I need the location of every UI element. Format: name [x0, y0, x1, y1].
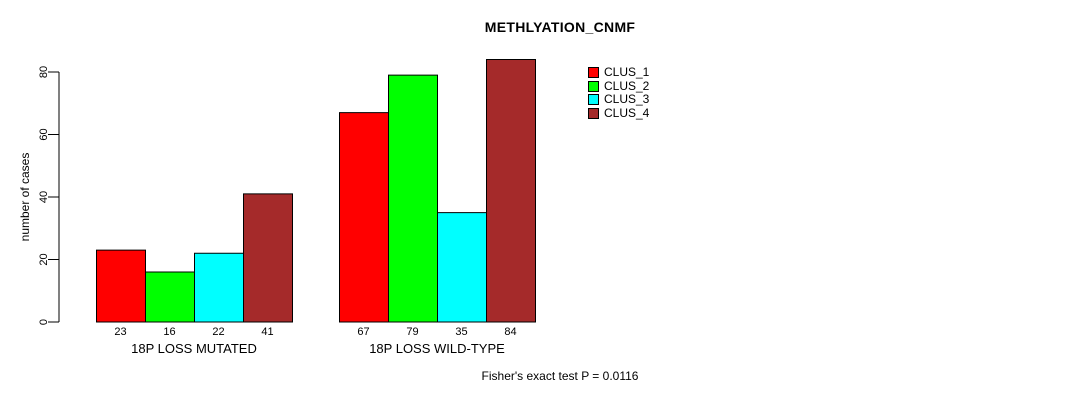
fisher-test-annotation: Fisher's exact test P = 0.0116	[481, 369, 639, 383]
bar-clus_1-group2	[339, 112, 389, 323]
legend-swatch	[588, 80, 599, 92]
chart-title: METHLYATION_CNMF	[484, 19, 636, 35]
category-label: 18P LOSS MUTATED	[131, 341, 257, 356]
legend-swatch	[588, 94, 599, 106]
legend-label: CLUS_1	[604, 65, 650, 80]
bar-clus_4-group2	[486, 59, 536, 323]
legend-label: CLUS_3	[604, 92, 650, 107]
bar-value-label: 67	[357, 326, 369, 338]
legend-item: CLUS_2	[588, 78, 650, 94]
bar-value-label: 22	[212, 326, 224, 338]
bar-clus_2-group2	[388, 74, 438, 323]
bar-clus_4-group1	[243, 193, 293, 323]
category-label: 18P LOSS WILD-TYPE	[369, 341, 505, 356]
legend-swatch	[588, 107, 599, 119]
y-tick-label: 20	[38, 253, 50, 265]
y-tick-label: 60	[38, 128, 50, 140]
bar-clus_2-group1	[145, 271, 195, 323]
bar-clus_3-group1	[194, 252, 244, 323]
bar-value-label: 23	[114, 326, 126, 338]
legend-swatch	[588, 67, 599, 79]
legend-item: CLUS_3	[588, 93, 649, 107]
bar-clus_3-group2	[437, 212, 487, 323]
y-tick-label: 40	[38, 191, 50, 203]
bar-value-label: 16	[163, 326, 175, 338]
legend-item: CLUS_4	[588, 105, 650, 121]
legend: CLUS_1 CLUS_2 CLUS_3 CLUS_4	[588, 66, 649, 120]
bar-value-label: 35	[455, 326, 467, 338]
bar-value-label: 41	[261, 326, 273, 338]
bar-clus_1-group1	[96, 249, 146, 323]
legend-item: CLUS_1	[588, 66, 649, 80]
y-tick-label: 0	[38, 319, 50, 325]
y-axis-title: number of cases	[18, 153, 32, 242]
bar-value-label: 79	[406, 326, 418, 338]
y-tick-label: 80	[38, 66, 50, 78]
bar-value-label: 84	[504, 326, 516, 338]
legend-label: CLUS_2	[604, 78, 650, 93]
legend-label: CLUS_4	[604, 105, 650, 120]
